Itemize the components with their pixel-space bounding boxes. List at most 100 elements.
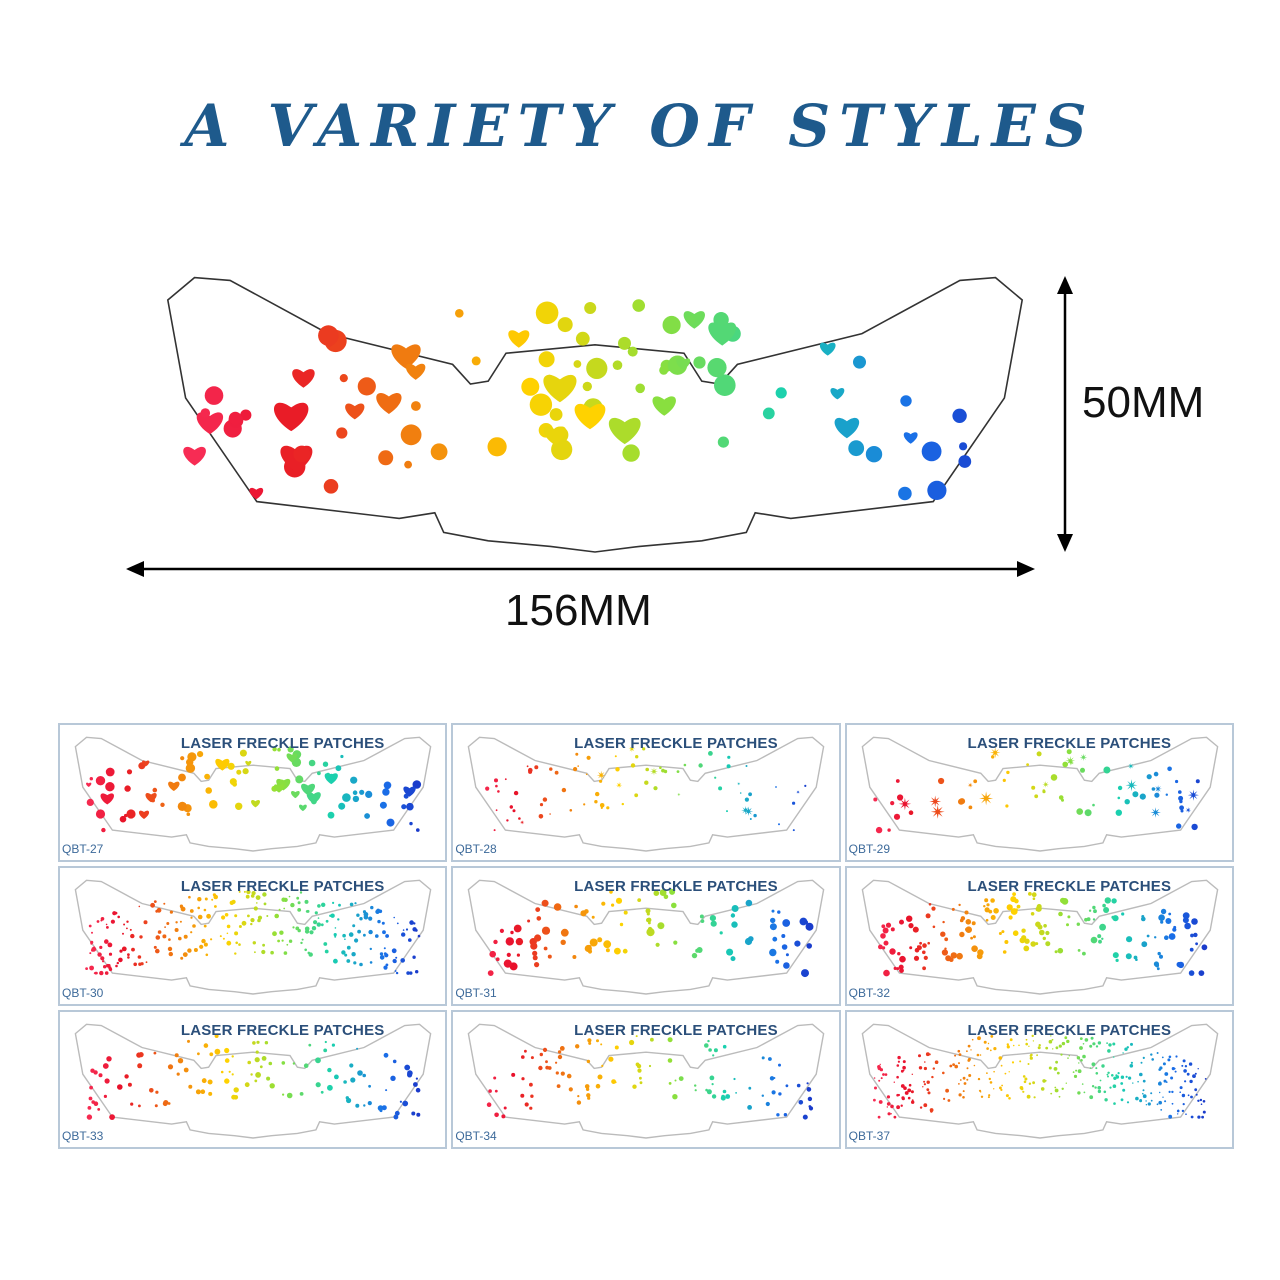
dot-mark (931, 906, 936, 912)
patch-thumbnail (861, 1023, 1219, 1139)
dot-mark (1030, 785, 1035, 790)
style-card[interactable]: LASER FRECKLE PATCHES QBT-32 (844, 866, 1234, 1006)
dot-mark (990, 915, 996, 921)
dot-mark (1141, 941, 1147, 948)
dot-mark (1066, 1056, 1069, 1059)
dot-mark (748, 1086, 752, 1090)
dot-mark (127, 953, 130, 957)
dot-mark (126, 769, 133, 775)
dot-mark (496, 957, 500, 962)
dot-mark (279, 930, 284, 936)
dot-mark (540, 803, 544, 807)
dot-mark (982, 905, 986, 908)
dot-mark (130, 1102, 134, 1106)
style-card[interactable]: LASER FRECKLE PATCHES QBT-31 (451, 866, 841, 1006)
dot-mark (616, 951, 620, 955)
dot-mark (911, 1073, 913, 1075)
star-mark (744, 806, 754, 816)
dot-mark (1157, 952, 1161, 956)
dot-mark (1157, 1081, 1162, 1086)
dot-mark (1125, 1075, 1128, 1078)
dot-mark (921, 950, 926, 955)
dot-mark (316, 922, 321, 928)
dot-mark (99, 946, 103, 950)
star-mark (737, 782, 741, 786)
dot-mark (323, 479, 339, 494)
dot-mark (958, 1092, 962, 1097)
dot-mark (575, 331, 590, 346)
dot-mark (664, 769, 668, 774)
dot-mark (96, 920, 100, 924)
dot-mark (801, 969, 810, 978)
dot-mark (1184, 1113, 1187, 1115)
dot-mark (505, 778, 508, 781)
dot-mark (200, 408, 211, 418)
dot-mark (155, 910, 159, 914)
dot-mark (886, 1105, 888, 1108)
dot-mark (1032, 1039, 1034, 1042)
dot-mark (185, 763, 196, 773)
dot-mark (1120, 1075, 1124, 1079)
dot-mark (1171, 927, 1177, 933)
style-card[interactable]: LASER FRECKLE PATCHES QBT-34 (451, 1009, 841, 1149)
dot-mark (281, 939, 284, 943)
dot-mark (353, 961, 357, 965)
dot-mark (1182, 1068, 1187, 1073)
style-card[interactable]: LASER FRECKLE PATCHES QBT-27 (58, 723, 448, 863)
dot-mark (241, 921, 247, 927)
dot-mark (745, 765, 748, 767)
dot-mark (103, 965, 107, 969)
card-title: LASER FRECKLE PATCHES (180, 1021, 385, 1039)
dot-mark (987, 1095, 990, 1098)
dot-mark (413, 1081, 418, 1087)
dot-mark (330, 913, 335, 919)
dot-mark (1166, 766, 1172, 772)
dot-mark (554, 903, 562, 912)
dot-mark (1156, 1051, 1159, 1054)
style-card[interactable]: LASER FRECKLE PATCHES QBT-37 (844, 1009, 1234, 1149)
dot-mark (907, 1096, 911, 1100)
dot-mark (1086, 917, 1091, 922)
heart-mark (652, 396, 676, 416)
dot-mark (109, 1113, 115, 1120)
dot-mark (493, 1076, 497, 1080)
dot-mark (900, 1069, 904, 1073)
dot-mark (555, 770, 559, 775)
style-card[interactable]: LASER FRECKLE PATCHES QBT-30 (58, 866, 448, 1006)
dot-mark (921, 1085, 924, 1088)
dot-mark (1167, 1114, 1172, 1119)
dot-mark (719, 931, 724, 935)
dot-mark (1194, 1072, 1197, 1075)
dot-mark (93, 1069, 98, 1075)
heart-mark (819, 342, 836, 356)
dot-mark (880, 1076, 883, 1079)
dot-mark (1111, 898, 1117, 904)
dot-mark (107, 942, 113, 948)
dot-mark (645, 908, 651, 914)
dot-mark (534, 962, 540, 968)
star-mark (1079, 753, 1087, 761)
dot-mark (646, 917, 652, 923)
style-code: QBT-28 (455, 842, 497, 857)
dot-mark (543, 1047, 548, 1052)
dot-mark (1094, 1066, 1097, 1069)
dot-mark (317, 917, 320, 920)
dot-mark (262, 892, 267, 898)
dot-mark (632, 1084, 638, 1089)
dot-mark (586, 1092, 591, 1098)
dot-mark (332, 902, 335, 905)
star-mark (1068, 759, 1074, 766)
style-card[interactable]: LASER FRECKLE PATCHES QBT-29 (844, 723, 1234, 863)
dot-mark (908, 810, 913, 815)
dot-mark (1097, 940, 1102, 944)
dot-mark (1076, 1055, 1080, 1060)
style-card[interactable]: LASER FRECKLE PATCHES QBT-28 (451, 723, 841, 863)
heart-mark (834, 417, 860, 439)
style-card[interactable]: LASER FRECKLE PATCHES QBT-33 (58, 1009, 448, 1149)
dot-mark (809, 1105, 814, 1111)
dot-mark (1117, 796, 1120, 800)
dot-mark (1101, 904, 1106, 908)
dot-mark (622, 444, 640, 462)
dot-mark (1129, 1042, 1133, 1046)
style-code: QBT-29 (848, 842, 891, 857)
